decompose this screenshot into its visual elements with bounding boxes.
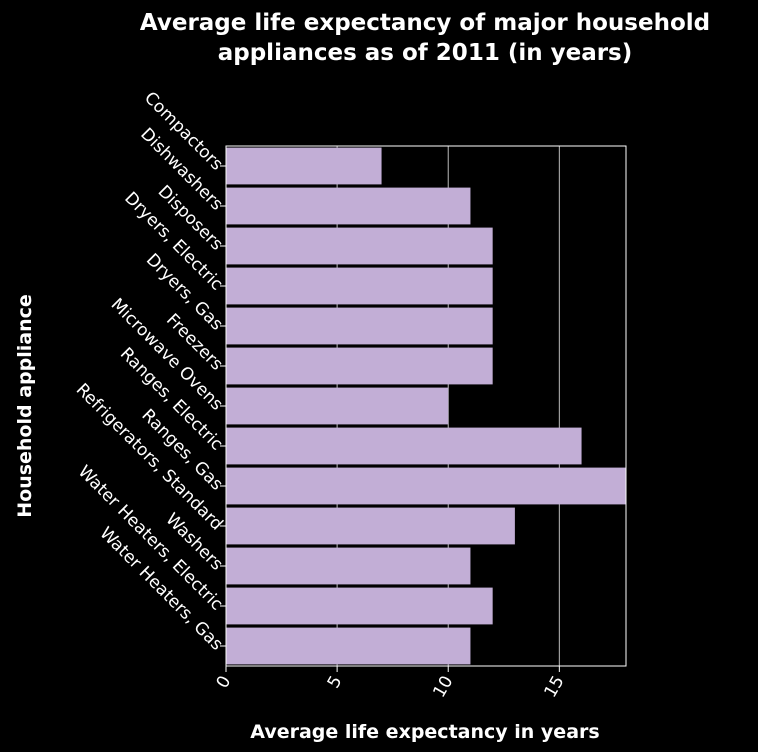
x-tick-label: 0 — [213, 673, 236, 692]
chart-title-line-2: appliances as of 2011 (in years) — [218, 40, 633, 66]
y-axis-label: Household appliance — [14, 294, 36, 518]
bars — [226, 147, 626, 665]
bar — [226, 547, 471, 585]
bar — [226, 227, 493, 265]
bar — [226, 587, 493, 625]
bar — [226, 347, 493, 385]
bar — [226, 387, 449, 425]
x-axis-ticks: 0 5 10 15 — [213, 666, 569, 701]
bar — [226, 507, 515, 545]
bar — [226, 267, 493, 305]
x-tick-label: 15 — [541, 673, 569, 702]
bar — [226, 187, 471, 225]
x-tick-label: 5 — [324, 673, 347, 692]
x-axis-label: Average life expectancy in years — [250, 721, 599, 743]
x-tick-label: 10 — [429, 673, 457, 702]
chart-title-line-1: Average life expectancy of major househo… — [140, 10, 710, 36]
bar — [226, 307, 493, 345]
bar — [226, 627, 471, 665]
bar — [226, 427, 582, 465]
bar — [226, 467, 626, 505]
bar — [226, 147, 382, 185]
